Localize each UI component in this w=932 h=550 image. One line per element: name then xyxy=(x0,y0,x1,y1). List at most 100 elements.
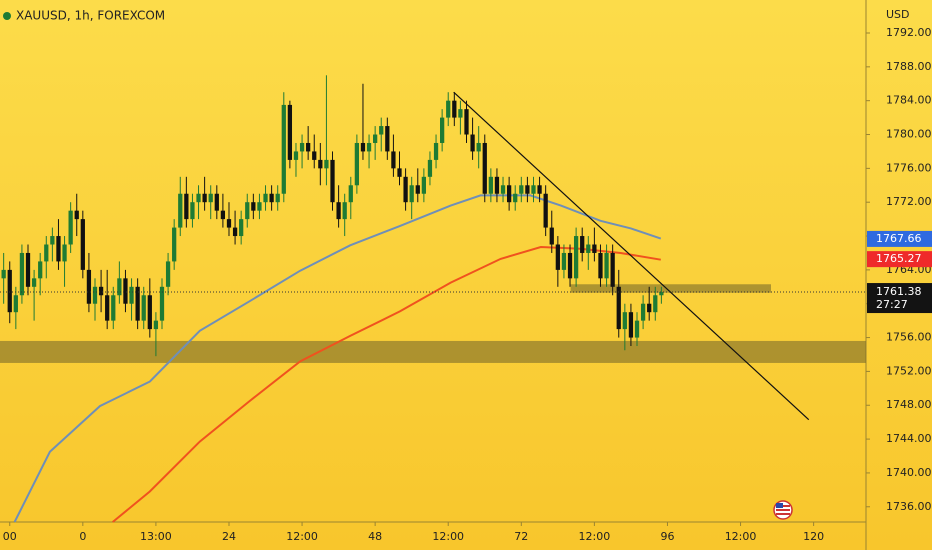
ma-value-box xyxy=(867,230,932,247)
candle-body xyxy=(567,252,573,279)
candle-body xyxy=(573,236,579,279)
candle-body xyxy=(98,286,104,296)
candle-body xyxy=(269,193,274,203)
x-tick-label: 96 xyxy=(660,530,674,543)
y-tick-label: 1736.00 xyxy=(886,500,932,513)
price-box xyxy=(867,283,932,314)
candle-body xyxy=(74,210,79,220)
candle-body xyxy=(373,134,378,143)
candle-body xyxy=(464,109,469,135)
candle-body xyxy=(7,269,12,313)
countdown-label: 27:27 xyxy=(876,298,908,311)
candle-body xyxy=(129,286,134,304)
candle-body xyxy=(391,151,396,169)
candle-body xyxy=(159,286,165,321)
y-tick-label: 1792.00 xyxy=(886,26,932,39)
candle-body xyxy=(19,252,25,296)
candle-body xyxy=(427,159,433,177)
candle-body xyxy=(433,142,439,160)
x-tick-label: 48 xyxy=(368,530,382,543)
candle-body xyxy=(385,126,390,152)
candle-body xyxy=(647,303,652,313)
candle-body xyxy=(525,185,530,194)
candle-body xyxy=(50,236,55,245)
candle-body xyxy=(452,100,457,118)
candle-body xyxy=(506,185,512,203)
candle-body xyxy=(178,193,183,228)
candle-body xyxy=(293,151,299,160)
candle-body xyxy=(68,210,73,245)
candle-body xyxy=(610,252,615,287)
candle-body xyxy=(531,185,536,194)
candle-body xyxy=(342,202,347,220)
candle-body xyxy=(245,202,250,220)
candle-body xyxy=(476,142,481,152)
moving-average xyxy=(13,194,662,523)
candle-body xyxy=(25,252,31,287)
currency-label: USD xyxy=(886,8,910,21)
candle-body xyxy=(13,295,18,313)
candle-body xyxy=(379,126,384,135)
candle-body xyxy=(62,244,67,262)
candle-body xyxy=(263,193,268,203)
y-tick-label: 1752.00 xyxy=(886,364,932,377)
candle-body xyxy=(92,286,98,304)
candle-body xyxy=(519,185,524,194)
candle-body xyxy=(208,193,213,203)
y-tick-label: 1756.00 xyxy=(886,331,932,344)
candle-body xyxy=(330,159,335,203)
candle-body xyxy=(1,269,6,279)
candle-body xyxy=(117,278,122,296)
x-tick-label: 24 xyxy=(222,530,236,543)
price-label: 1761.38 xyxy=(876,285,922,298)
candle-body xyxy=(348,185,353,203)
x-tick-label: 72 xyxy=(514,530,528,543)
x-tick-label: 12:00 xyxy=(725,530,757,543)
candle-body xyxy=(287,104,293,160)
candle-body xyxy=(31,278,37,287)
candle-body xyxy=(513,193,518,203)
candle-body xyxy=(56,236,61,262)
candle-body xyxy=(275,193,280,203)
y-tick-label: 1748.00 xyxy=(886,398,932,411)
candle-body xyxy=(80,219,85,270)
candle-body xyxy=(500,185,506,194)
candle-body xyxy=(470,134,475,152)
x-tick-label: 00 xyxy=(3,530,17,543)
candle-body xyxy=(634,320,640,338)
flag-icon xyxy=(773,500,793,520)
candle-body xyxy=(105,295,110,321)
candle-body xyxy=(281,104,286,194)
x-tick-label: 13:00 xyxy=(140,530,172,543)
candle-body xyxy=(354,142,360,186)
candle-body xyxy=(123,278,128,304)
candle-body xyxy=(659,292,664,296)
candle-body xyxy=(580,236,585,253)
candle-body xyxy=(153,320,159,330)
candle-body xyxy=(458,109,463,118)
ma-value-label: 1767.66 xyxy=(876,232,922,245)
y-tick-label: 1780.00 xyxy=(886,128,932,141)
chart-title: XAUUSD, 1h, FOREXCOM xyxy=(16,9,165,23)
candle-body xyxy=(440,117,445,143)
y-tick-label: 1776.00 xyxy=(886,161,932,174)
y-tick-label: 1740.00 xyxy=(886,466,932,479)
candle-body xyxy=(251,202,256,211)
candle-body xyxy=(306,142,311,152)
candle-body xyxy=(446,100,451,118)
candle-body xyxy=(318,159,323,169)
y-tick-label: 1744.00 xyxy=(886,432,932,445)
candle-body xyxy=(604,252,609,279)
candle-body xyxy=(622,312,627,330)
y-tick-label: 1784.00 xyxy=(886,94,932,107)
y-tick-label: 1788.00 xyxy=(886,60,932,73)
ma-value-label: 1765.27 xyxy=(876,252,922,265)
candle-body xyxy=(598,252,603,279)
candle-body xyxy=(190,202,195,220)
candle-body xyxy=(226,219,232,228)
status-dot xyxy=(3,12,11,20)
candle-body xyxy=(239,219,244,237)
candle-body xyxy=(336,202,341,220)
candle-body xyxy=(409,185,414,203)
